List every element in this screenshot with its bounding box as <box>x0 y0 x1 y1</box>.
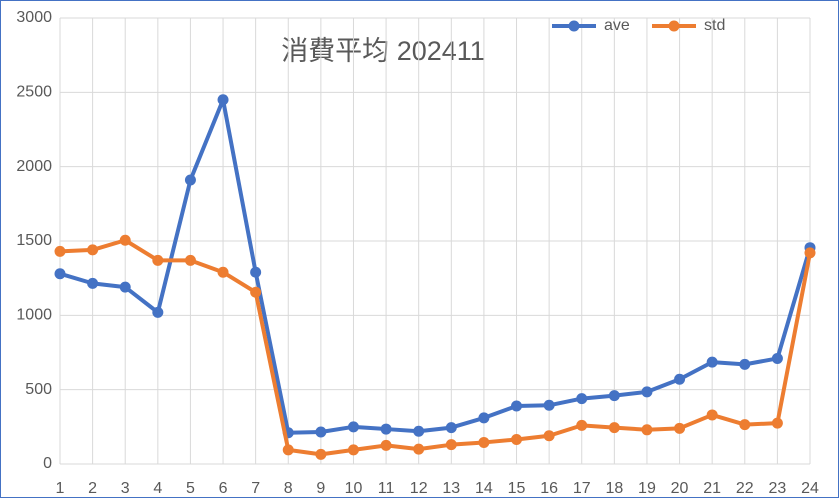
data-point <box>380 423 392 435</box>
data-point <box>445 422 457 434</box>
x-tick-label: 13 <box>442 480 460 497</box>
x-tick-label: 5 <box>186 480 195 497</box>
data-point <box>804 247 816 259</box>
x-tick-label: 16 <box>540 480 558 497</box>
y-tick-label: 0 <box>43 455 52 472</box>
data-point <box>478 436 490 448</box>
data-point <box>674 422 686 434</box>
x-tick-label: 2 <box>88 480 97 497</box>
y-tick-label: 2000 <box>16 158 52 175</box>
data-point <box>152 306 164 318</box>
data-point <box>674 373 686 385</box>
x-tick-label: 6 <box>219 480 228 497</box>
data-point <box>641 424 653 436</box>
data-point <box>445 439 457 451</box>
data-point <box>250 266 262 278</box>
data-point <box>543 430 555 442</box>
data-point <box>706 409 718 421</box>
data-point <box>87 244 99 256</box>
line-series <box>59 97 812 435</box>
data-point <box>771 417 783 429</box>
data-point <box>119 234 131 246</box>
data-point <box>413 443 425 455</box>
x-tick-label: 3 <box>121 480 130 497</box>
data-point <box>511 400 523 412</box>
x-tick-label: 20 <box>671 480 689 497</box>
data-point <box>478 412 490 424</box>
x-tick-label: 17 <box>573 480 591 497</box>
data-point <box>87 277 99 289</box>
data-point <box>54 245 66 257</box>
x-tick-label: 18 <box>605 480 623 497</box>
x-tick-label: 19 <box>638 480 656 497</box>
legend-marker <box>668 20 680 32</box>
data-point <box>217 266 229 278</box>
x-tick-label: 1 <box>56 480 65 497</box>
x-tick-label: 9 <box>316 480 325 497</box>
x-tick-label: 22 <box>736 480 754 497</box>
data-point <box>543 399 555 411</box>
x-tick-label: 23 <box>768 480 786 497</box>
data-point <box>315 426 327 438</box>
legend-marker <box>568 20 580 32</box>
x-tick-label: 14 <box>475 480 493 497</box>
data-point <box>771 352 783 364</box>
data-point <box>576 393 588 405</box>
legend-label: ave <box>604 17 630 34</box>
chart-title: 消費平均 202411 <box>281 36 485 66</box>
x-tick-label: 7 <box>251 480 260 497</box>
data-point <box>282 444 294 456</box>
x-tick-label: 12 <box>410 480 428 497</box>
data-point <box>608 390 620 402</box>
data-point <box>250 286 262 298</box>
y-tick-label: 2500 <box>16 84 52 101</box>
data-point <box>706 356 718 368</box>
y-tick-label: 1000 <box>16 307 52 324</box>
x-tick-label: 8 <box>284 480 293 497</box>
data-point <box>184 174 196 186</box>
x-tick-label: 24 <box>801 480 819 497</box>
data-point <box>608 422 620 434</box>
legend-label: std <box>704 17 725 34</box>
y-tick-label: 3000 <box>16 9 52 26</box>
data-point <box>347 421 359 433</box>
data-point <box>152 254 164 266</box>
x-tick-label: 15 <box>508 480 526 497</box>
data-point <box>217 94 229 106</box>
data-point <box>315 448 327 460</box>
data-point <box>380 439 392 451</box>
data-point <box>511 433 523 445</box>
data-point <box>184 254 196 266</box>
data-point <box>413 425 425 437</box>
data-point <box>347 444 359 456</box>
data-point <box>739 419 751 431</box>
data-point <box>641 386 653 398</box>
data-point <box>576 419 588 431</box>
data-point <box>739 358 751 370</box>
x-tick-label: 10 <box>345 480 363 497</box>
y-tick-label: 500 <box>25 381 52 398</box>
x-tick-label: 11 <box>378 480 395 497</box>
x-tick-label: 21 <box>703 480 721 497</box>
x-tick-label: 4 <box>153 480 162 497</box>
data-point <box>119 281 131 293</box>
y-tick-label: 1500 <box>16 232 52 249</box>
data-point <box>54 268 66 280</box>
